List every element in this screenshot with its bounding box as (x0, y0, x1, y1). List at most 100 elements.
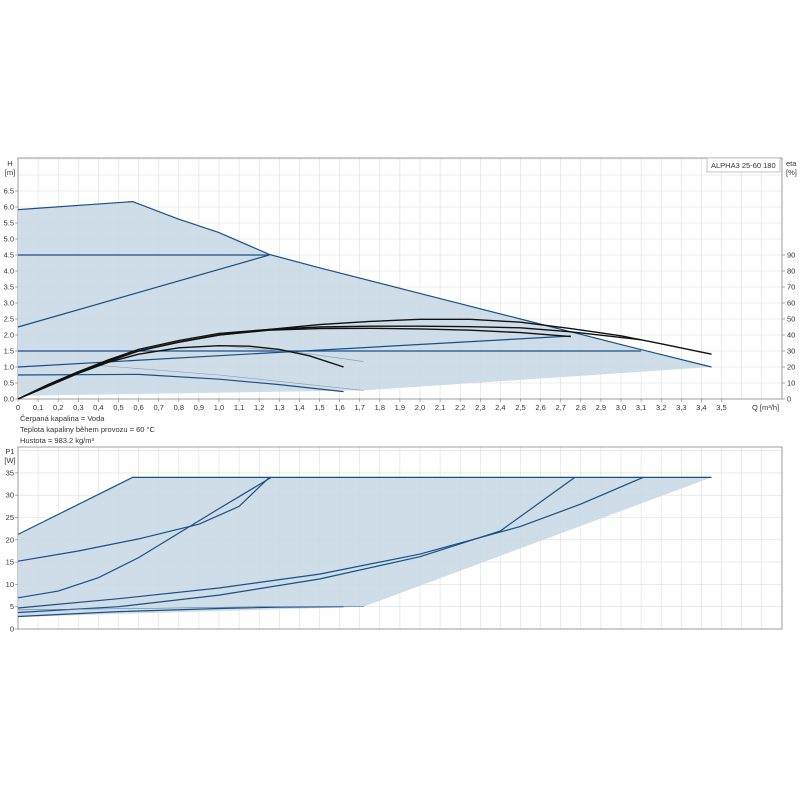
y2-tick-label: 40 (787, 331, 795, 340)
y2-tick-label: 90 (787, 251, 795, 260)
y2-tick-label: 80 (787, 267, 795, 276)
x-tick-label: 2,1 (435, 403, 445, 412)
x-tick-label: 0,6 (133, 403, 143, 412)
operating-range-area (18, 477, 712, 617)
note-temperature: Teplota kapaliny během provozu = 60 °C (20, 425, 156, 434)
y-tick-label: 6.0 (4, 203, 14, 212)
head-ticks: 0 0,1 0,2 0,3 0,4 0,5 0,6 0,7 0,8 0,9 1,0 1,1 1,2 1,3… (4, 187, 796, 413)
x-tick-label: 0,4 (93, 403, 103, 412)
x-tick-label: 2,8 (576, 403, 586, 412)
y-tick-label: 10 (6, 580, 14, 589)
power-axis-label: P1 (5, 447, 14, 456)
efficiency-curve (17, 344, 344, 400)
y-tick-label: 30 (6, 491, 14, 500)
head-curve (17, 373, 344, 393)
efficiency-curve (17, 325, 642, 400)
y-axis-unit: [m] (5, 168, 15, 177)
power-curve (17, 476, 644, 609)
power-curve (17, 476, 270, 562)
operating-range-area (18, 201, 712, 396)
x-tick-label: 3,1 (636, 403, 646, 412)
y2-tick-label: 0 (787, 395, 791, 404)
x-tick-label: 2,9 (596, 403, 606, 412)
x-tick-label: 0,1 (33, 403, 43, 412)
legend-label: ALPHA3 25-60 180 (711, 161, 776, 170)
x-tick-label: 1,1 (234, 403, 244, 412)
x-tick-label: 1,7 (354, 403, 364, 412)
x-tick-label: 1,0 (214, 403, 224, 412)
y-axis-label: H (7, 159, 12, 168)
x-tick-label: 3,5 (716, 403, 726, 412)
x-tick-label: 1,2 (254, 403, 264, 412)
x-tick-label: 1,3 (274, 403, 284, 412)
y2-tick-label: 10 (787, 379, 795, 388)
x-tick-label: 0,2 (53, 403, 63, 412)
y-tick-label: 20 (6, 535, 14, 544)
x-tick-label: 2,5 (515, 403, 525, 412)
power-curve (17, 606, 364, 611)
x-tick-label: 2,3 (475, 403, 485, 412)
x-tick-label: 2,0 (415, 403, 425, 412)
y-tick-label: 1.5 (4, 347, 14, 356)
x-tick-label: 0,7 (153, 403, 163, 412)
y-tick-label: 1.0 (4, 363, 14, 372)
x-tick-label: 3,2 (656, 403, 666, 412)
y2-tick-label: 20 (787, 363, 795, 372)
x-tick-label: 2,2 (455, 403, 465, 412)
y-tick-label: 0.0 (4, 395, 14, 404)
head-curve (218, 345, 364, 362)
note-fluid: Čerpaná kapalina = Voda (20, 414, 105, 423)
x-tick-label: 0 (16, 403, 20, 412)
power-operating-range (18, 477, 712, 617)
y-tick-label: 4.5 (4, 251, 14, 260)
y-tick-label: 35 (6, 468, 14, 477)
y2-tick-label: 70 (787, 283, 795, 292)
y-tick-label: 25 (6, 513, 14, 522)
y-tick-label: 5.5 (4, 219, 14, 228)
x-tick-label: 3,3 (676, 403, 686, 412)
x-tick-label: 0,9 (194, 403, 204, 412)
x-axis-label: Q [m³/h] (752, 403, 779, 412)
y2-tick-label: 50 (787, 315, 795, 324)
y2-tick-label: 60 (787, 299, 795, 308)
x-tick-label: 1,4 (294, 403, 304, 412)
head-chart: 0 0,1 0,2 0,3 0,4 0,5 0,6 0,7 0,8 0,9 1,0 1,1 1,2 1,3… (4, 157, 797, 413)
power-curve (17, 476, 576, 614)
y-tick-label: 5 (10, 602, 14, 611)
power-ticks: 0 5 10 15 20 25 30 35 (6, 468, 18, 634)
power-curve (17, 476, 712, 535)
x-tick-label: 1,8 (375, 403, 385, 412)
y-tick-label: 3.5 (4, 283, 14, 292)
y-tick-label: 2.5 (4, 315, 14, 324)
y2-axis-label: eta (786, 159, 797, 168)
y2-tick-label: 30 (787, 347, 795, 356)
head-operating-range (18, 201, 712, 396)
power-curve (17, 476, 272, 599)
x-tick-label: 3,4 (696, 403, 706, 412)
x-tick-label: 0,3 (73, 403, 83, 412)
y-tick-label: 4.0 (4, 267, 14, 276)
y-tick-label: 15 (6, 558, 14, 567)
head-curve (17, 254, 270, 328)
y-tick-label: 0.5 (4, 379, 14, 388)
x-tick-label: 3,0 (616, 403, 626, 412)
power-axis-unit: [W] (4, 456, 15, 465)
y-tick-label: 6.5 (4, 187, 14, 196)
efficiency-curve (17, 327, 571, 400)
x-tick-label: 0,8 (174, 403, 184, 412)
x-tick-label: 1,5 (314, 403, 324, 412)
x-tick-label: 2,7 (555, 403, 565, 412)
power-curves (17, 476, 712, 618)
x-tick-label: 2,4 (495, 403, 505, 412)
x-tick-label: 1,9 (395, 403, 405, 412)
efficiency-curves (17, 318, 712, 400)
y-tick-label: 2.0 (4, 331, 14, 340)
y-tick-label: 0 (10, 625, 14, 634)
y2-axis-unit: [%] (786, 168, 797, 177)
y-tick-label: 3.0 (4, 299, 14, 308)
y-tick-label: 5.0 (4, 235, 14, 244)
x-tick-label: 0,5 (113, 403, 123, 412)
power-chart: 0 5 10 15 20 25 30 35 P1 [W] (4, 446, 783, 634)
note-density: Hustota = 983.2 kg/m³ (20, 436, 94, 445)
